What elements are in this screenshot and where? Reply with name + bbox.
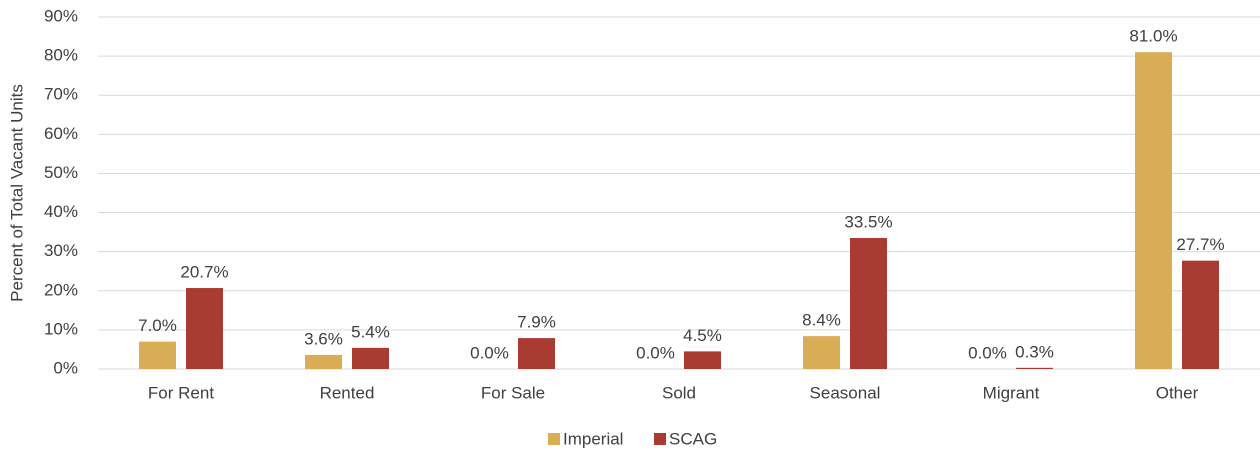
x-tick-label: Other bbox=[1156, 383, 1199, 402]
value-label: 0.3% bbox=[1015, 342, 1054, 361]
value-label: 0.0% bbox=[470, 343, 509, 362]
value-label: 7.0% bbox=[138, 316, 177, 335]
bar bbox=[803, 336, 840, 369]
y-tick-label: 70% bbox=[44, 85, 78, 104]
legend-label: SCAG bbox=[669, 429, 717, 448]
bar bbox=[139, 341, 176, 369]
value-label: 27.7% bbox=[1176, 235, 1224, 254]
bar bbox=[1135, 52, 1172, 369]
value-label: 20.7% bbox=[180, 263, 228, 282]
value-label: 5.4% bbox=[351, 322, 390, 341]
y-tick-label: 10% bbox=[44, 319, 78, 338]
bar bbox=[352, 347, 389, 369]
x-tick-label: For Rent bbox=[148, 383, 214, 402]
x-tick-label: Sold bbox=[662, 383, 696, 402]
value-label: 0.0% bbox=[968, 343, 1007, 362]
x-tick-label: For Sale bbox=[481, 383, 545, 402]
bar bbox=[850, 237, 887, 369]
y-tick-label: 60% bbox=[44, 124, 78, 143]
value-label: 81.0% bbox=[1129, 27, 1177, 46]
bar bbox=[1182, 260, 1219, 369]
y-tick-label: 0% bbox=[53, 358, 78, 377]
y-tick-label: 50% bbox=[44, 163, 78, 182]
x-tick-label: Migrant bbox=[983, 383, 1040, 402]
value-label: 7.9% bbox=[517, 313, 556, 332]
bar bbox=[684, 351, 721, 369]
y-tick-label: 80% bbox=[44, 46, 78, 65]
bar bbox=[518, 338, 555, 369]
y-tick-label: 90% bbox=[44, 6, 78, 25]
x-tick-label: Rented bbox=[320, 383, 375, 402]
y-tick-label: 20% bbox=[44, 280, 78, 299]
legend-label: Imperial bbox=[563, 429, 623, 448]
y-axis-label: Percent of Total Vacant Units bbox=[7, 84, 26, 302]
bar bbox=[305, 354, 342, 369]
legend-swatch bbox=[548, 433, 560, 445]
y-tick-label: 30% bbox=[44, 241, 78, 260]
value-label: 4.5% bbox=[683, 326, 722, 345]
x-tick-label: Seasonal bbox=[810, 383, 881, 402]
value-label: 33.5% bbox=[844, 212, 892, 231]
bar bbox=[186, 288, 223, 369]
legend-swatch bbox=[654, 433, 666, 445]
value-label: 0.0% bbox=[636, 343, 675, 362]
value-label: 8.4% bbox=[802, 311, 841, 330]
bar bbox=[1016, 367, 1053, 369]
value-label: 3.6% bbox=[304, 329, 343, 348]
y-tick-label: 40% bbox=[44, 202, 78, 221]
